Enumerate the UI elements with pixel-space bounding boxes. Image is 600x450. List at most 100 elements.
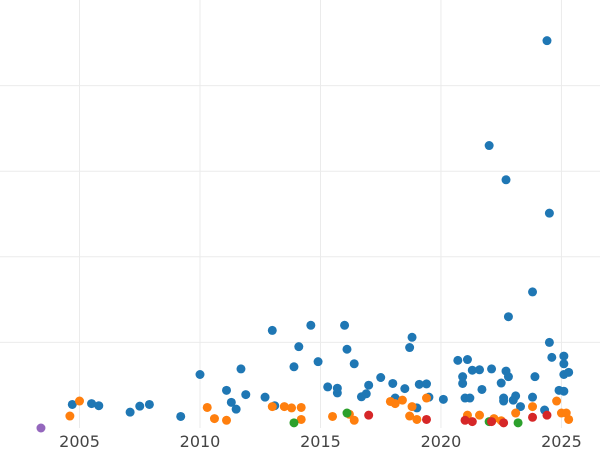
data-point <box>65 411 75 421</box>
data-point <box>564 367 574 377</box>
data-point <box>405 343 415 353</box>
data-point <box>75 396 85 406</box>
data-point <box>342 344 352 354</box>
data-point <box>487 364 497 374</box>
data-point <box>462 355 472 365</box>
data-point <box>503 372 513 382</box>
data-point <box>226 397 236 407</box>
data-point <box>422 393 432 403</box>
data-point <box>313 357 323 367</box>
data-point <box>412 414 422 424</box>
data-point <box>528 412 538 422</box>
data-point <box>260 392 270 402</box>
data-point <box>349 415 359 425</box>
data-point <box>236 364 246 374</box>
data-point <box>364 410 374 420</box>
data-point <box>422 414 432 424</box>
data-point <box>453 355 463 365</box>
data-point <box>465 393 475 403</box>
data-point <box>405 411 415 421</box>
data-point <box>487 417 497 427</box>
data-point <box>503 312 513 322</box>
data-point <box>289 362 299 372</box>
data-point <box>499 396 509 406</box>
x-tick-label: 2010 <box>180 432 221 450</box>
data-point <box>407 332 417 342</box>
data-point <box>296 414 306 424</box>
data-point <box>287 403 297 413</box>
data-point <box>475 410 485 420</box>
data-point <box>400 384 410 394</box>
x-tick-label: 2015 <box>300 432 341 450</box>
data-point <box>222 385 232 395</box>
data-point <box>511 391 521 401</box>
data-point <box>209 414 219 424</box>
data-point <box>552 396 562 406</box>
data-point <box>511 408 521 418</box>
data-point <box>332 383 342 393</box>
data-point <box>467 365 477 375</box>
data-point <box>67 399 77 409</box>
data-point <box>306 320 316 330</box>
data-point <box>528 392 538 402</box>
data-point <box>294 342 304 352</box>
data-point <box>241 390 251 400</box>
data-point <box>390 399 400 409</box>
data-point <box>530 372 540 382</box>
data-point <box>458 378 468 388</box>
grid-lines <box>0 0 600 428</box>
data-point <box>349 359 359 369</box>
x-axis-tick-labels: 2005 2010 2015 2020 2025 <box>59 432 582 450</box>
data-point <box>501 175 511 185</box>
data-point <box>544 208 554 218</box>
data-point <box>135 401 145 411</box>
data-point <box>475 365 485 375</box>
x-tick-label: 2020 <box>421 432 462 450</box>
data-point <box>267 402 277 412</box>
data-point <box>422 379 432 389</box>
data-point <box>528 287 538 297</box>
data-point <box>364 380 374 390</box>
data-point <box>397 395 407 405</box>
data-point <box>222 415 232 425</box>
data-point <box>407 402 417 412</box>
data-point <box>231 404 241 414</box>
data-point <box>484 141 494 151</box>
data-point <box>559 359 569 369</box>
data-point <box>279 402 289 412</box>
data-point <box>388 378 398 388</box>
data-point <box>144 399 154 409</box>
data-point <box>340 320 350 330</box>
data-point <box>513 418 523 428</box>
data-point <box>267 325 277 335</box>
data-point <box>559 351 569 361</box>
data-point <box>460 415 470 425</box>
data-point <box>467 417 477 427</box>
data-point <box>296 402 306 412</box>
data-point <box>559 386 569 396</box>
data-point <box>458 372 468 382</box>
data-point <box>176 411 186 421</box>
data-point <box>94 401 104 411</box>
data-point <box>515 402 525 412</box>
data-point <box>414 379 424 389</box>
data-point <box>477 384 487 394</box>
data-point <box>289 418 299 428</box>
data-point <box>438 394 448 404</box>
data-point <box>544 337 554 347</box>
x-tick-label: 2005 <box>59 432 100 450</box>
data-point <box>542 410 552 420</box>
data-point <box>547 352 557 362</box>
data-point <box>342 408 352 418</box>
data-point <box>528 402 538 412</box>
data-point <box>195 370 205 379</box>
data-points <box>36 36 574 433</box>
data-point <box>87 399 97 409</box>
data-point <box>499 418 509 428</box>
data-point <box>125 407 135 417</box>
data-point <box>328 411 338 421</box>
data-point <box>361 389 371 399</box>
data-point <box>376 372 386 382</box>
data-point <box>202 402 212 412</box>
